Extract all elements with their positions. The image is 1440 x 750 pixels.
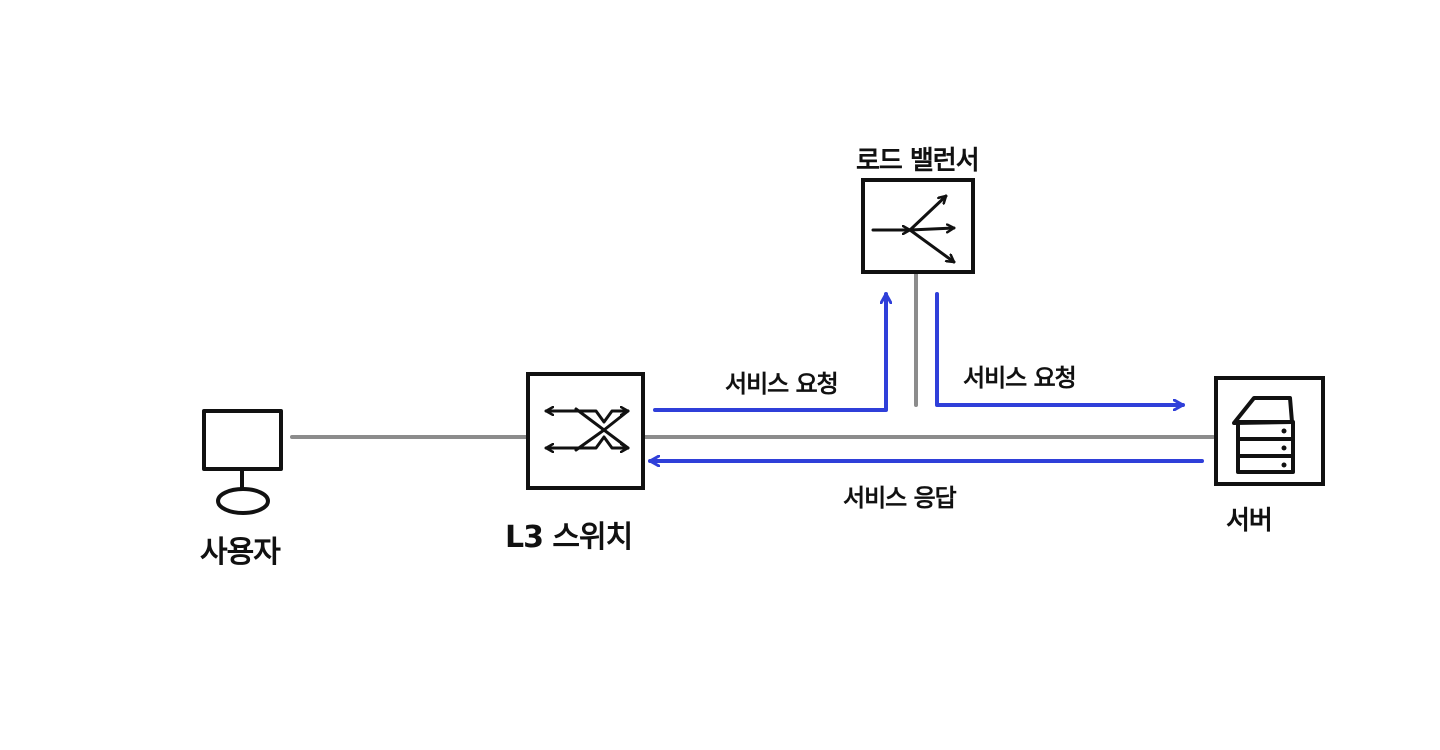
flow-response-label: 서비스 응답 <box>843 484 957 512</box>
load-balancer-icon <box>861 178 975 274</box>
monitor-icon <box>202 409 283 515</box>
server-label: 서버 <box>1226 506 1273 536</box>
load-balancer-label: 로드 밸런서 <box>856 146 980 176</box>
user-label: 사용자 <box>200 535 281 570</box>
flow-request-to-server-arrow <box>935 292 1185 405</box>
links <box>290 270 1215 439</box>
flow-request-to-lb-label: 서비스 요청 <box>725 370 839 398</box>
l3-switch-label: L3 스위치 <box>505 520 633 555</box>
switch-icon <box>526 372 645 490</box>
flows <box>648 292 1204 461</box>
flow-request-to-lb-arrow <box>653 292 886 412</box>
flow-request-to-server-label: 서비스 요청 <box>963 364 1077 392</box>
server-icon <box>1214 376 1325 486</box>
